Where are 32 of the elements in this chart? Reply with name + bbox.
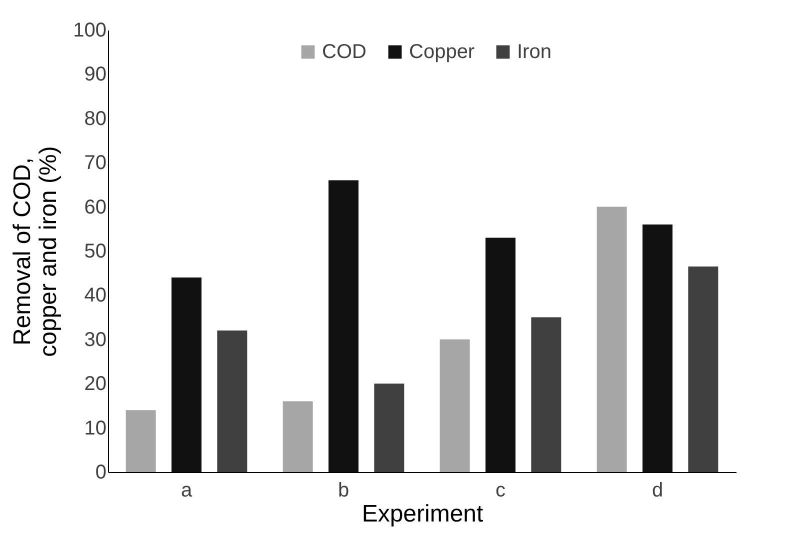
legend-label: COD bbox=[322, 41, 366, 63]
legend-label: Copper bbox=[409, 41, 475, 63]
bar bbox=[596, 206, 627, 472]
bar bbox=[126, 410, 156, 472]
bar bbox=[531, 317, 562, 472]
y-tick-label: 60 bbox=[84, 196, 106, 218]
bar bbox=[282, 401, 313, 472]
bar bbox=[328, 180, 358, 472]
y-tick-label: 70 bbox=[84, 152, 106, 174]
y-axis-title: Removal of COD, copper and iron (%) bbox=[9, 146, 62, 357]
y-tick-label: 40 bbox=[84, 284, 106, 307]
bar bbox=[642, 224, 672, 472]
x-tick-label: a bbox=[180, 480, 193, 502]
x-tick-label: c bbox=[496, 480, 506, 502]
y-tick-label: 90 bbox=[84, 64, 106, 86]
bar bbox=[486, 238, 516, 472]
y-tick-label: 80 bbox=[84, 108, 106, 130]
y-tick-label: 50 bbox=[84, 240, 106, 262]
y-tick-label: 20 bbox=[84, 373, 106, 396]
bar bbox=[172, 278, 202, 472]
bar bbox=[217, 330, 248, 472]
x-tick-label: b bbox=[338, 480, 350, 502]
y-tick-label: 0 bbox=[95, 462, 106, 484]
bar bbox=[440, 339, 470, 472]
y-tick-label: 10 bbox=[84, 417, 106, 440]
x-axis-title: Experiment bbox=[362, 500, 484, 528]
legend-label: Iron bbox=[517, 41, 552, 63]
y-tick-label: 30 bbox=[84, 328, 106, 351]
x-tick-label: d bbox=[652, 480, 664, 502]
y-tick-label: 100 bbox=[73, 20, 106, 42]
bar bbox=[688, 266, 718, 472]
bar bbox=[374, 384, 404, 472]
